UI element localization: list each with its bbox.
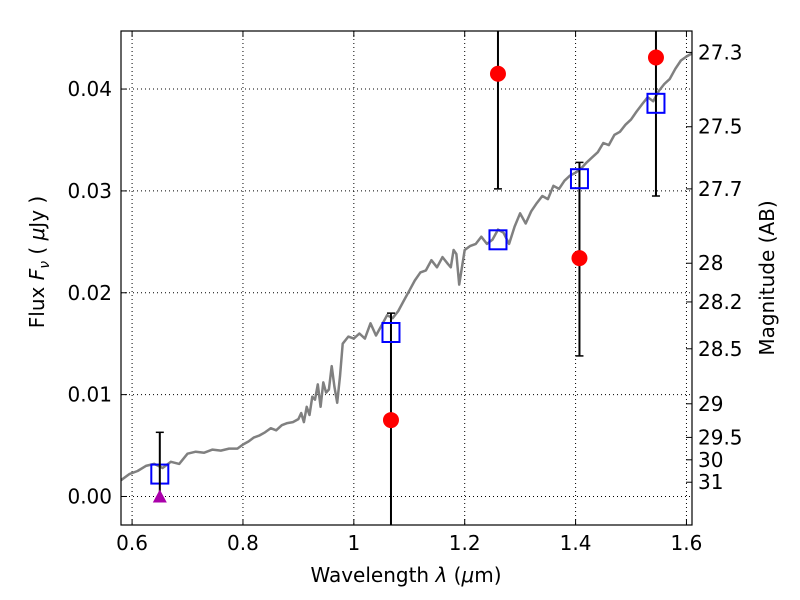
mag-tick-label: 31 bbox=[698, 470, 723, 494]
upper-limit-triangle bbox=[152, 489, 167, 503]
y-tick-label: 0.01 bbox=[67, 383, 112, 407]
x-tick-label: 1.6 bbox=[671, 531, 703, 555]
x-tick-label: 1.4 bbox=[560, 531, 592, 555]
model-spectrum-line bbox=[121, 52, 692, 482]
plot-area bbox=[121, 31, 692, 525]
y2-axis-title: Magnitude (AB) bbox=[755, 200, 779, 355]
data-layer bbox=[121, 31, 692, 525]
y-tick-label: 0.03 bbox=[67, 179, 112, 203]
x-tick-label: 0.8 bbox=[227, 531, 259, 555]
y-tick-label: 0.02 bbox=[67, 281, 112, 305]
model-photometry-square bbox=[646, 92, 666, 114]
observed-flux-point bbox=[382, 412, 399, 429]
x-axis-title: Wavelength λ (μm) bbox=[310, 563, 501, 587]
plot-frame bbox=[120, 30, 693, 526]
x-tick-label: 1.2 bbox=[449, 531, 481, 555]
observed-flux-point bbox=[647, 49, 664, 66]
mag-tick-label: 29 bbox=[698, 392, 723, 416]
model-photometry-square bbox=[381, 321, 401, 343]
axis-ticks: 0.6 0.8 1 1.2 1.4 1.6 0.00 0.01 0.02 0.03 0.04 27.3… bbox=[67, 31, 743, 555]
model-photometry-square bbox=[569, 168, 589, 190]
y-tick-label: 0.00 bbox=[67, 484, 112, 508]
mag-tick-label: 27.3 bbox=[698, 40, 743, 64]
mag-tick-label: 28.2 bbox=[698, 290, 743, 314]
observed-flux-point bbox=[571, 250, 588, 267]
series-layer bbox=[121, 31, 692, 525]
x-tick-label: 0.6 bbox=[116, 531, 148, 555]
mag-tick-label: 27.7 bbox=[698, 177, 743, 201]
y-axis-title: Flux Fν ( μJy ) bbox=[25, 196, 53, 328]
x-tick-label: 1 bbox=[347, 531, 360, 555]
mag-tick-label: 30 bbox=[698, 448, 723, 472]
mag-tick-label: 27.5 bbox=[698, 115, 743, 139]
observed-flux-point bbox=[489, 65, 506, 82]
y-tick-label: 0.04 bbox=[67, 77, 112, 101]
mag-tick-label: 28.5 bbox=[698, 337, 743, 361]
model-photometry-square bbox=[488, 229, 508, 251]
mag-tick-label: 28 bbox=[698, 251, 723, 275]
mag-tick-label: 29.5 bbox=[698, 425, 743, 449]
